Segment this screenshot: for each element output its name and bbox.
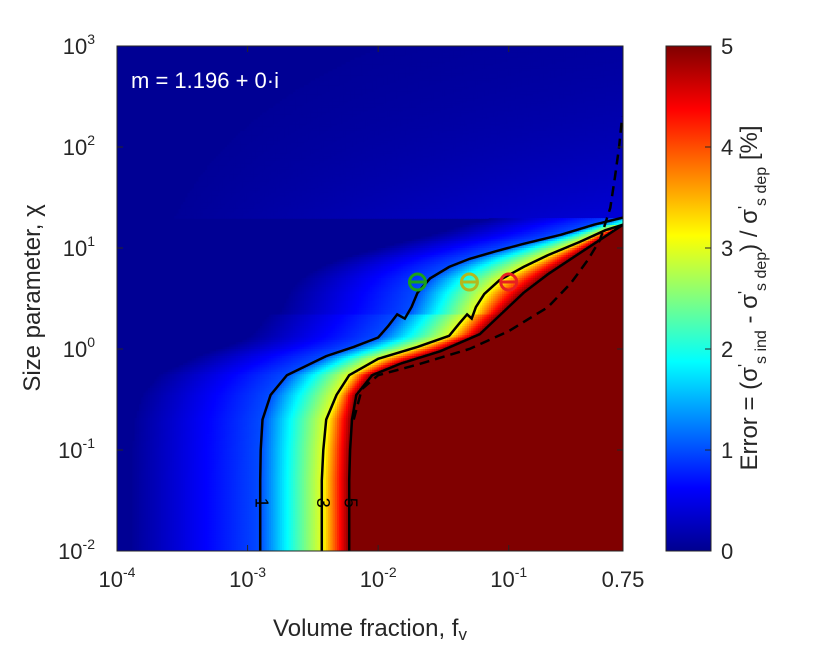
contour-lines <box>258 116 623 551</box>
x-axis-label: Volume fraction, fv <box>273 615 467 644</box>
y-tick-label: 10-1 <box>58 435 95 463</box>
x-axis-label-main: Volume fraction, f <box>273 615 459 642</box>
marker-2 <box>499 272 519 292</box>
colorbar-label: Error = (σ's ind - σ's dep) / σ's dep [%… <box>736 125 770 470</box>
marker-0 <box>407 272 427 292</box>
x-tick-label: 10-2 <box>360 564 397 592</box>
cbar-tick-label: 4 <box>721 135 733 160</box>
y-axis-ticks: 10-2 10-1 100 101 102 103 <box>58 31 623 564</box>
contour-line-5 <box>347 223 623 551</box>
y-tick-label: 102 <box>63 132 95 160</box>
cbar-label-prefix: Error = (σ <box>736 367 763 471</box>
x-axis-ticks: 10-4 10-3 10-2 10-1 0.75 <box>99 46 645 592</box>
colorbar <box>665 45 712 552</box>
marker-1 <box>459 272 479 292</box>
contour-line-1 <box>258 216 623 551</box>
data-markers <box>407 272 519 292</box>
y-tick-label: 103 <box>63 31 95 59</box>
cbar-tick-label: 3 <box>721 236 733 261</box>
contour-line-3 <box>320 223 623 551</box>
cbar-tick-label: 5 <box>721 34 733 59</box>
y-tick-label: 101 <box>63 233 95 261</box>
x-tick-label: 10-3 <box>229 564 266 592</box>
cbar-tick-label: 1 <box>721 438 733 463</box>
contour-label-3: 3 <box>313 498 333 508</box>
x-axis-label-subscript: v <box>458 625 467 644</box>
x-tick-label: 10-4 <box>99 564 136 592</box>
y-tick-label: 100 <box>63 334 95 362</box>
x-tick-label: 10-1 <box>490 564 527 592</box>
y-tick-label: 10-2 <box>58 536 95 564</box>
plot-frame <box>116 45 624 552</box>
annotation-text: m = 1.196 + 0·i <box>131 68 279 93</box>
contour-label-1: 1 <box>251 498 271 508</box>
cbar-tick-label: 0 <box>721 539 733 564</box>
y-axis-label: Size parameter, χ <box>19 204 46 392</box>
cbar-tick-label: 2 <box>721 337 733 362</box>
x-tick-label: 0.75 <box>602 567 645 592</box>
contour-label-5: 5 <box>340 498 360 508</box>
heatmap-field <box>117 46 623 551</box>
colorbar-ticks: 0 1 2 3 4 5 <box>705 34 733 564</box>
